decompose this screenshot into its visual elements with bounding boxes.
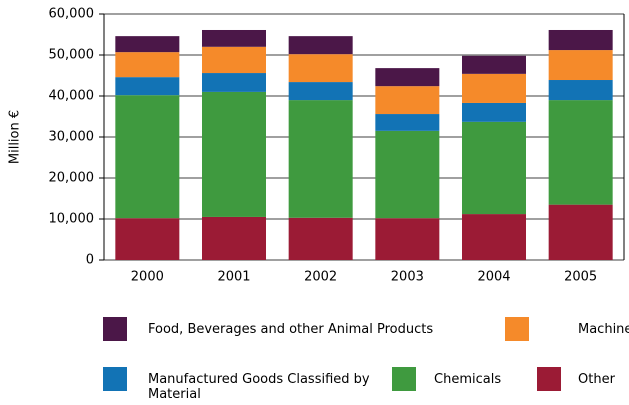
legend-swatch bbox=[103, 367, 127, 391]
legend-label: Machinery bbox=[578, 322, 629, 337]
x-tick-label: 2001 bbox=[217, 270, 250, 285]
y-tick-label: 60,000 bbox=[49, 7, 95, 22]
bar-segment bbox=[462, 102, 526, 122]
y-tick-label: 50,000 bbox=[49, 48, 95, 63]
legend-swatch bbox=[505, 317, 529, 341]
legend-label: Chemicals bbox=[434, 372, 502, 387]
bar-segment bbox=[202, 46, 266, 74]
x-tick-label: 2005 bbox=[564, 270, 597, 285]
bar-segment bbox=[202, 216, 266, 260]
bar-segment bbox=[462, 214, 526, 260]
bar-segment bbox=[288, 100, 353, 218]
legend-label: Other bbox=[578, 372, 615, 387]
bar-segment bbox=[288, 36, 353, 55]
bar-segment bbox=[548, 29, 613, 51]
y-tick-label: 20,000 bbox=[49, 171, 95, 186]
x-tick-label: 2003 bbox=[391, 270, 424, 285]
bar-segment bbox=[115, 36, 180, 53]
chart: Million € 0 10,000 20,000 30,000 40,000 50,00… bbox=[8, 7, 625, 285]
bar-segment bbox=[462, 73, 526, 103]
bar-segment bbox=[202, 73, 266, 92]
bar-segment bbox=[462, 55, 526, 74]
bar-segment bbox=[375, 114, 440, 131]
x-tick-label: 2002 bbox=[304, 270, 337, 285]
bar-segment bbox=[375, 86, 440, 115]
bar-segment bbox=[462, 121, 526, 215]
y-axis-label: Million € bbox=[8, 110, 23, 164]
bar-segment bbox=[288, 54, 353, 83]
legend-label: Food, Beverages and other Animal Product… bbox=[148, 322, 434, 337]
bar-segment bbox=[115, 95, 180, 219]
legend-swatch bbox=[392, 367, 416, 391]
bar-segment bbox=[548, 50, 613, 81]
legend-swatch bbox=[537, 367, 561, 391]
x-tick-label: 2004 bbox=[477, 270, 510, 285]
bar-segment bbox=[115, 77, 180, 96]
bar-segment bbox=[375, 218, 440, 260]
legend-label: Manufactured Goods Classified by Materia… bbox=[148, 372, 370, 402]
bar-segment bbox=[548, 100, 613, 205]
y-tick-label: 30,000 bbox=[49, 130, 95, 145]
bar-segment bbox=[375, 68, 440, 87]
bar-segment bbox=[115, 218, 180, 260]
y-tick-label: 0 bbox=[86, 253, 94, 268]
y-tick-label: 40,000 bbox=[49, 89, 95, 104]
bar-segment bbox=[288, 82, 353, 101]
y-tick-label: 10,000 bbox=[49, 212, 95, 227]
bar-segment bbox=[202, 91, 266, 217]
bar-segment bbox=[375, 130, 440, 219]
bar-segment bbox=[288, 217, 353, 260]
legend-swatch bbox=[103, 317, 127, 341]
bar-segment bbox=[548, 204, 613, 260]
bar-segment bbox=[202, 29, 266, 47]
bar-segment bbox=[548, 80, 613, 101]
bar-segment bbox=[115, 52, 180, 78]
x-tick-label: 2000 bbox=[131, 270, 164, 285]
